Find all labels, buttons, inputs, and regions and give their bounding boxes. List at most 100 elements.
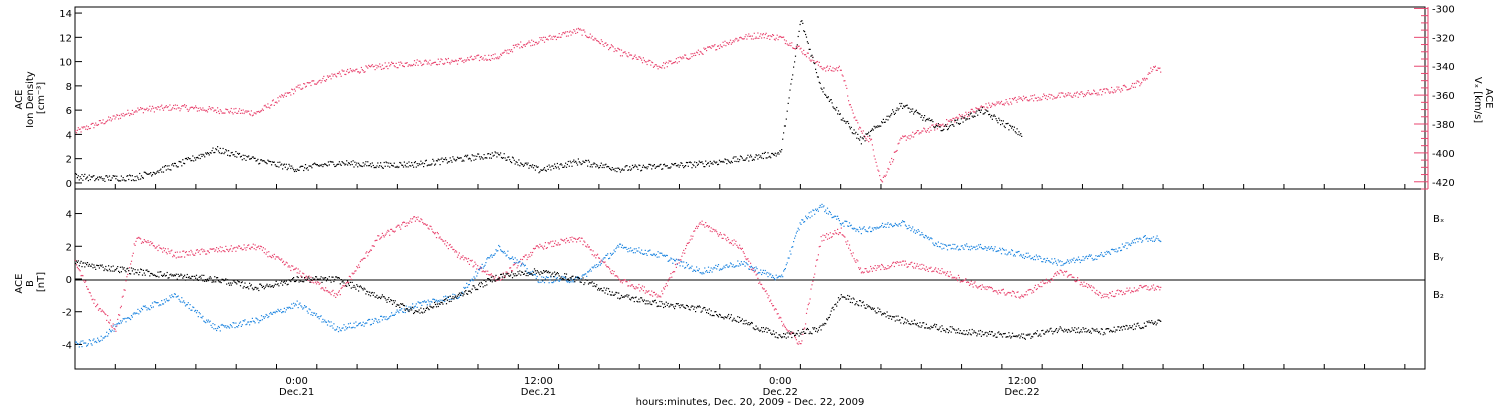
data-point [1083,93,1086,96]
data-point [884,267,886,269]
data-point [857,133,859,135]
data-point [207,280,209,282]
data-point [650,294,652,296]
data-point [513,159,515,161]
data-point [1046,98,1048,101]
data-point [75,130,77,132]
data-point [358,323,360,325]
data-point [195,309,197,311]
data-point [302,281,304,283]
data-point [194,157,196,159]
data-point [152,171,154,173]
data-point [1003,292,1005,294]
data-point [1074,95,1077,97]
data-point [204,280,206,282]
data-point [712,46,714,48]
data-point [1019,297,1021,299]
data-point [784,125,786,127]
data-point [420,62,422,64]
data-point [656,296,658,298]
data-point [415,166,417,168]
data-point [1119,89,1121,91]
data-point [187,302,189,304]
data-point [530,251,532,254]
data-point [652,66,655,68]
data-point [879,265,881,267]
data-point [828,68,830,70]
data-point [907,227,909,229]
data-point [412,65,414,67]
data-point [233,154,235,156]
data-point [253,288,255,290]
data-point [883,121,885,123]
data-point [279,258,281,260]
data-point [1096,94,1098,96]
data-point [1102,255,1104,258]
data-point [669,60,671,63]
data-point [206,321,209,323]
data-point [228,250,230,253]
data-point [586,275,588,277]
data-point [962,121,964,123]
data-point [336,328,338,330]
data-point [605,42,607,44]
data-point [448,299,450,301]
data-point [177,295,179,297]
data-point [1143,235,1145,237]
data-point [348,71,350,73]
data-point [618,48,620,50]
data-point [357,71,359,73]
data-point [1000,124,1002,126]
data-point [289,266,291,268]
data-point [903,135,906,137]
data-point [407,65,409,67]
data-point [99,264,101,266]
data-point [627,251,629,253]
data-point [907,137,909,139]
data-point [207,319,209,321]
data-point [279,279,281,281]
data-point [193,254,195,256]
data-point [642,57,644,59]
data-point [76,266,78,268]
data-point [837,113,839,115]
data-point [134,176,136,178]
data-point [850,253,852,255]
data-point [866,230,868,232]
data-point [1025,252,1027,254]
data-point [973,115,975,117]
data-point [934,127,936,129]
data-point [478,54,480,56]
data-point [225,278,227,280]
data-point [1142,79,1145,81]
data-point [156,108,158,110]
data-point [202,315,204,317]
data-point [441,157,443,159]
data-point [979,243,982,246]
data-point [138,313,140,315]
data-point [577,27,579,29]
data-point [139,237,141,239]
data-point [1095,92,1097,94]
data-point [816,208,819,210]
data-point [851,132,853,134]
data-point [1096,258,1098,260]
data-point [130,273,132,275]
data-point [685,165,687,167]
data-point [652,254,654,256]
data-point [232,279,234,281]
data-point [1070,261,1072,263]
data-point [737,158,739,160]
data-point [609,47,611,49]
data-point [986,249,988,251]
data-point [150,172,152,174]
data-point [142,177,144,179]
data-point [1000,120,1003,122]
data-point [602,258,604,260]
data-point [309,281,311,283]
data-point [530,271,532,273]
data-point [762,288,764,290]
data-point [81,174,83,176]
data-point [964,244,966,246]
data-point [568,31,570,33]
